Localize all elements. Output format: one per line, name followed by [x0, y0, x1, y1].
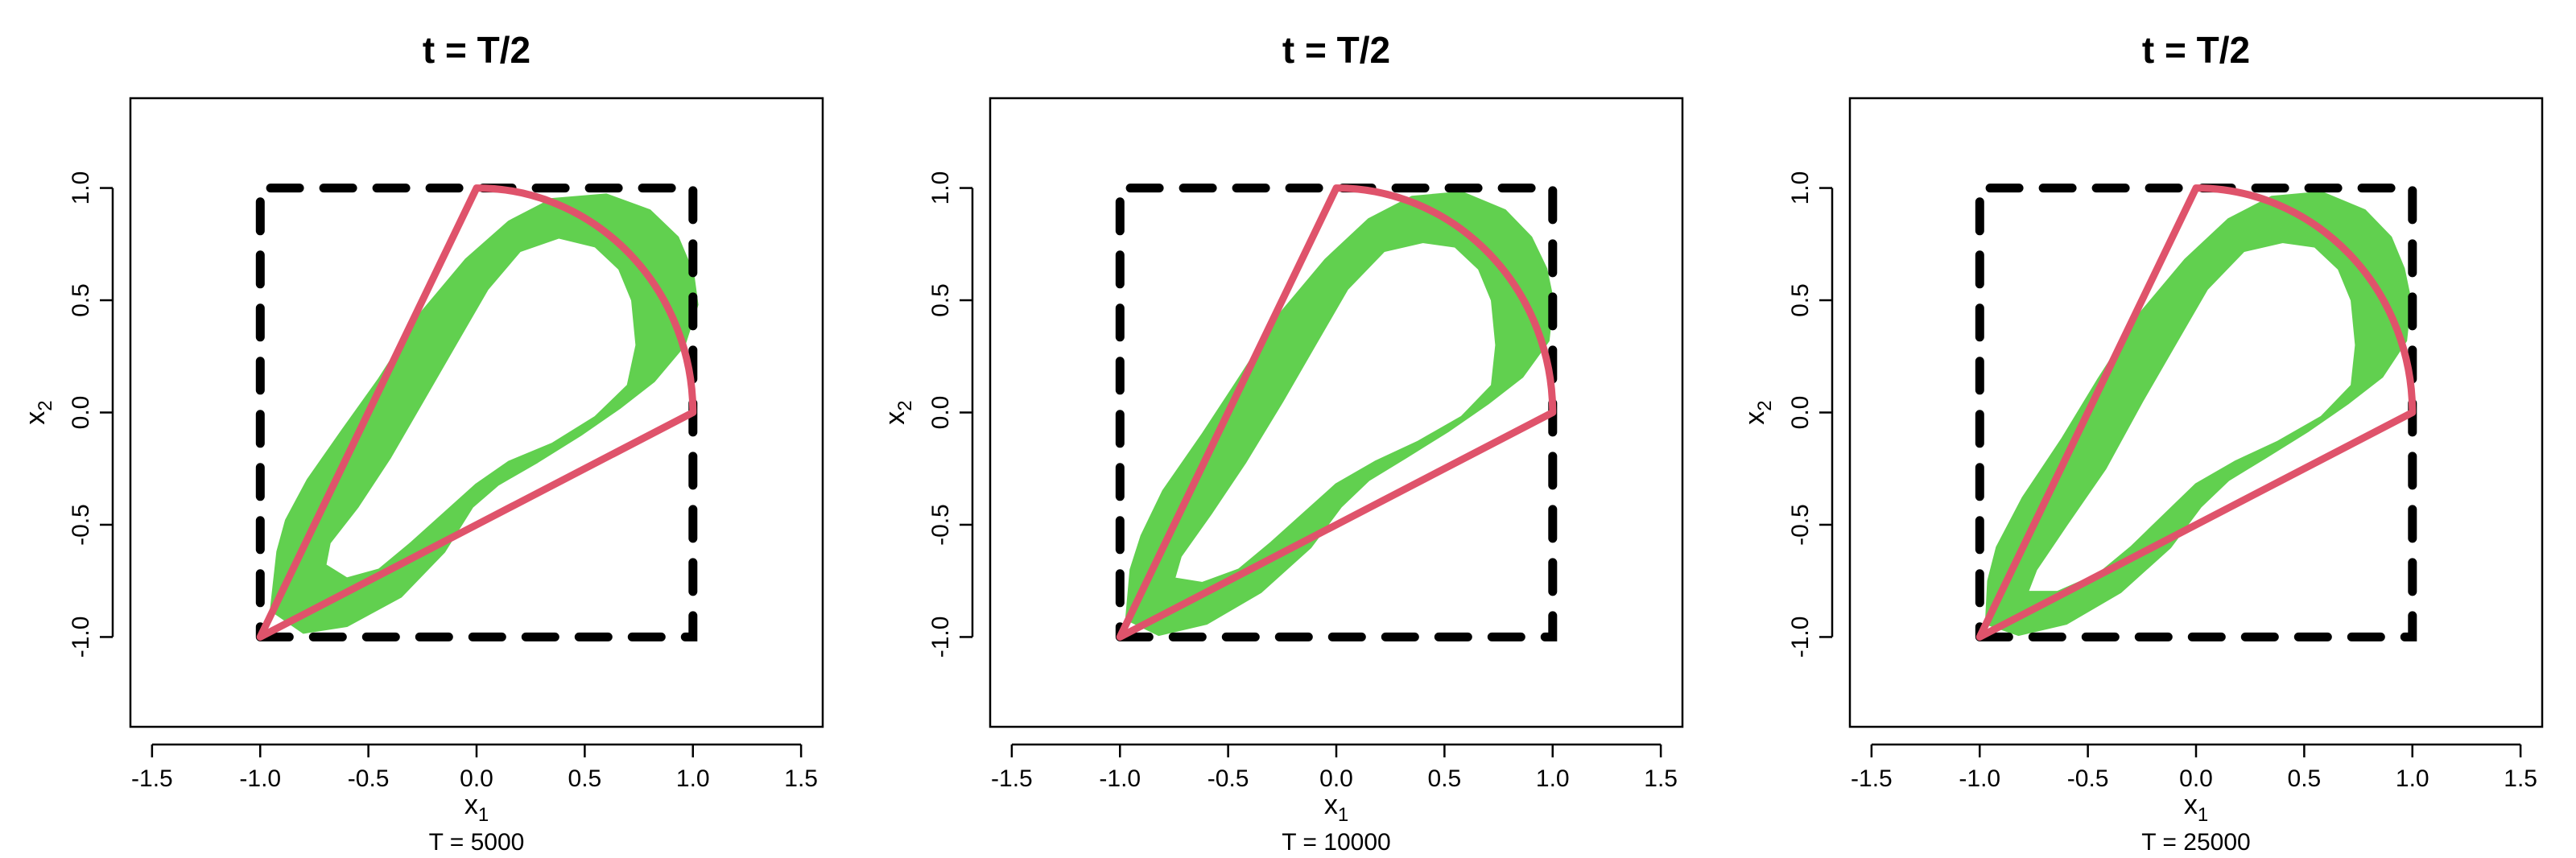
x-tick-label: 1.0	[1536, 765, 1570, 792]
y-axis-label: x2	[20, 400, 56, 424]
x-tick-label: -1.5	[991, 765, 1033, 792]
x-tick-label: 0.5	[2288, 765, 2322, 792]
x-tick-label: 0.0	[1319, 765, 1353, 792]
x-tick-label: -1.0	[1959, 765, 2000, 792]
x-axis-label: x1	[1324, 790, 1348, 826]
x-tick-label: -0.5	[348, 765, 390, 792]
y-tick-label: -0.5	[68, 504, 94, 546]
x-tick-label: 1.0	[676, 765, 710, 792]
panel-subtitle: T = 25000	[2141, 829, 2250, 856]
plot-frame	[1848, 97, 2544, 728]
x-tick-label: 0.5	[568, 765, 602, 792]
y-tick-label: -1.0	[68, 617, 94, 658]
x-tick-label: 1.5	[1644, 765, 1678, 792]
trajectory-band	[1984, 191, 2412, 637]
plot-frame	[989, 97, 1684, 728]
hull-sector-outline	[1116, 184, 1557, 641]
x-tick-label: -1.0	[1099, 765, 1141, 792]
panel-2: t = T/2 -1.5 -1.0 -0.5 0.0 0.5 1.0 1.5 -1.0 -0.5 0…	[880, 29, 1684, 856]
y-tick-label: 0.0	[68, 396, 94, 430]
panel-title: t = T/2	[423, 29, 530, 71]
trajectory-band	[1125, 191, 1554, 637]
y-tick-label: 1.0	[68, 171, 94, 205]
dashed-constraint-box	[1975, 184, 2417, 641]
x-tick-label: -1.0	[239, 765, 281, 792]
panel-subtitle: T = 5000	[429, 829, 525, 856]
x-tick-label: 0.0	[2179, 765, 2213, 792]
y-tick-label: -0.5	[1787, 504, 1814, 546]
y-tick-label: -0.5	[927, 504, 954, 546]
y-tick-label: 0.0	[927, 396, 954, 430]
panel-3: t = T/2 -1.5 -1.0 -0.5 0.0 0.5 1.0 1.5 -1.0 -0.5 0…	[1740, 29, 2544, 856]
y-tick-label: 1.0	[1787, 171, 1814, 205]
hull-sector-outline	[256, 184, 697, 641]
x-axis-label: x1	[464, 790, 489, 826]
x-tick-label: 0.5	[1428, 765, 1462, 792]
x-tick-label: 1.5	[784, 765, 818, 792]
y-tick-label: -1.0	[927, 617, 954, 658]
x-tick-label: -1.5	[131, 765, 173, 792]
x-axis-label: x1	[2184, 790, 2208, 826]
panel-subtitle: T = 10000	[1282, 829, 1390, 856]
y-axis-label: x2	[880, 400, 916, 424]
x-tick-label: -0.5	[1208, 765, 1249, 792]
y-tick-label: -1.0	[1787, 617, 1814, 658]
x-tick-label: 1.5	[2504, 765, 2537, 792]
x-tick-label: -0.5	[2067, 765, 2109, 792]
panel-title: t = T/2	[1282, 29, 1390, 71]
hull-sector-outline	[1975, 184, 2417, 641]
panel-1: t = T/2 -1.5 -1.0 -0.5 0.0 0.5 1.0 1.5 -1.0 -0.5 0…	[20, 29, 824, 856]
x-tick-label: -1.5	[1851, 765, 1893, 792]
dashed-constraint-box	[255, 184, 698, 641]
plot-frame	[129, 97, 824, 728]
y-tick-label: 0.5	[1787, 283, 1814, 317]
y-tick-label: 0.5	[68, 283, 94, 317]
y-tick-label: 1.0	[927, 171, 954, 205]
panel-title: t = T/2	[2142, 29, 2250, 71]
y-tick-label: 0.0	[1787, 396, 1814, 430]
x-tick-label: 0.0	[460, 765, 493, 792]
x-tick-label: 1.0	[2396, 765, 2429, 792]
y-axis-label: x2	[1740, 400, 1776, 424]
y-tick-label: 0.5	[927, 283, 954, 317]
dashed-constraint-box	[1115, 184, 1558, 641]
